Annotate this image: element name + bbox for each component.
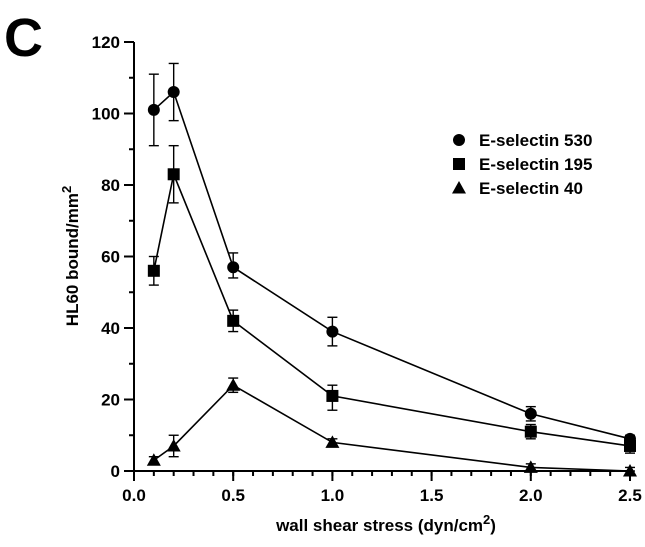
y-tick-label: 100 bbox=[92, 105, 120, 124]
data-point-circle bbox=[227, 261, 240, 274]
series-line bbox=[153, 384, 631, 472]
data-point-triangle bbox=[226, 378, 241, 391]
x-tick-label: 0.5 bbox=[221, 486, 245, 505]
y-tick-label: 60 bbox=[101, 248, 120, 267]
data-point-square bbox=[147, 264, 160, 277]
plot-area bbox=[146, 62, 637, 477]
series-line bbox=[153, 171, 631, 447]
data-point-square bbox=[524, 425, 537, 438]
legend-label: E-selectin 530 bbox=[479, 131, 592, 150]
data-point-triangle bbox=[166, 438, 181, 452]
data-point-triangle bbox=[623, 464, 637, 477]
y-axis-label-text: HL60 bound/mm bbox=[63, 193, 82, 326]
data-point-square bbox=[624, 439, 636, 452]
x-tick-label: 0.0 bbox=[122, 486, 146, 505]
data-point-triangle bbox=[523, 460, 538, 473]
x-axis-label-text: wall shear stress (dyn/cm bbox=[275, 516, 483, 535]
legend-label: E-selectin 40 bbox=[479, 179, 583, 198]
x-axis-label-superscript: 2 bbox=[483, 512, 490, 527]
legend: E-selectin 530 E-selectin 195 E-selectin 4… bbox=[452, 131, 592, 198]
series-square bbox=[147, 144, 636, 454]
y-tick-label: 0 bbox=[111, 462, 120, 481]
y-tick-label: 40 bbox=[101, 319, 120, 338]
axes bbox=[133, 42, 630, 472]
series-triangle bbox=[146, 377, 637, 477]
x-tick-label: 2.5 bbox=[618, 486, 642, 505]
x-axis-label-close: ) bbox=[490, 516, 496, 535]
data-point-square bbox=[326, 389, 339, 402]
data-point-circle bbox=[147, 103, 160, 116]
panel-letter: C bbox=[4, 8, 43, 68]
x-tick-label: 2.0 bbox=[519, 486, 543, 505]
legend-marker-square bbox=[453, 158, 465, 170]
x-axis-label: wall shear stress (dyn/cm2) bbox=[275, 512, 496, 535]
y-tick-label: 120 bbox=[92, 33, 120, 52]
data-point-triangle bbox=[146, 453, 161, 466]
legend-marker-circle bbox=[453, 134, 465, 146]
x-tick-label: 1.5 bbox=[420, 486, 444, 505]
y-tick-label: 20 bbox=[101, 391, 120, 410]
series-circle bbox=[147, 62, 636, 447]
y-axis-label: HL60 bound/mm2 bbox=[59, 186, 82, 326]
data-point-triangle bbox=[325, 435, 340, 448]
legend-label: E-selectin 195 bbox=[479, 155, 592, 174]
y-tick-label: 80 bbox=[101, 176, 120, 195]
data-point-circle bbox=[524, 407, 537, 420]
data-point-circle bbox=[167, 86, 180, 99]
y-axis-label-superscript: 2 bbox=[59, 186, 74, 193]
legend-marker-triangle bbox=[452, 181, 466, 194]
x-tick-label: 1.0 bbox=[321, 486, 345, 505]
data-point-square bbox=[167, 168, 180, 181]
data-point-square bbox=[227, 314, 240, 327]
axis-ticks: 0.0 0.5 1.0 1.5 2.0 2.5 0 20 40 60 80 100 120 bbox=[92, 33, 642, 505]
data-point-circle bbox=[326, 325, 339, 338]
